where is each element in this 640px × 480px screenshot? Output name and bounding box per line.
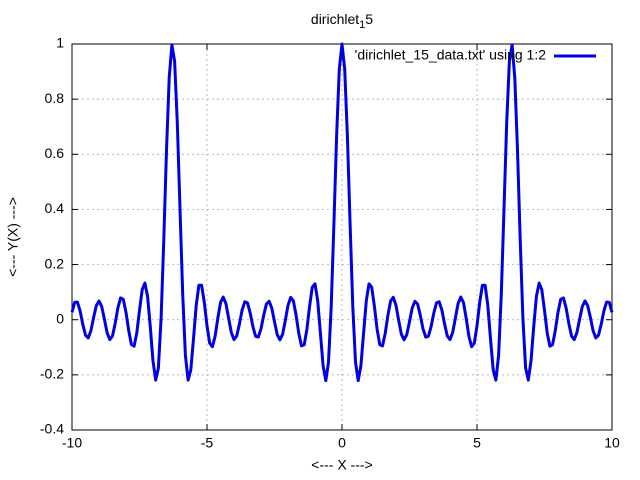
chart-title: dirichlet15 [311, 11, 373, 31]
y-tick-label: 0.6 [45, 145, 65, 161]
y-tick-label: -0.2 [40, 366, 64, 382]
x-tick-label: -5 [201, 435, 214, 451]
y-tick-label: 0.2 [45, 255, 65, 271]
title-main: dirichlet [311, 11, 359, 27]
legend-label: 'dirichlet_15_data.txt' using 1:2 [355, 47, 547, 63]
y-axis-label: <--- Y(X) ---> [5, 197, 21, 277]
title-suffix: 5 [365, 11, 373, 27]
y-tick-label: 1 [56, 35, 64, 51]
x-axis-label: <--- X ---> [311, 457, 372, 473]
x-tick-label: 0 [338, 435, 346, 451]
data-line [70, 42, 614, 383]
y-tick-label: -0.4 [40, 421, 64, 437]
x-tick-label: 5 [473, 435, 481, 451]
x-tick-label: 10 [604, 435, 620, 451]
y-tick-label: 0.8 [45, 90, 65, 106]
title-subscript: 1 [359, 19, 365, 31]
x-tick-label: -10 [62, 435, 82, 451]
y-tick-label: 0 [56, 310, 64, 326]
y-tick-label: 0.4 [45, 200, 65, 216]
